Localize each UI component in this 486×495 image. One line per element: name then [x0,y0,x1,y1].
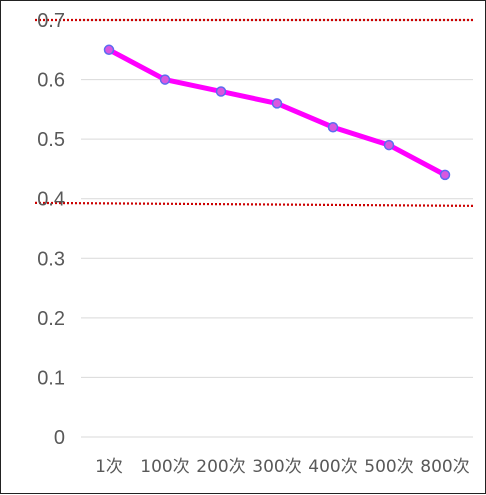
data-point [271,98,283,109]
y-tick-label: 0 [54,427,65,449]
y-tick-label: 0.7 [37,10,65,32]
reference-line [34,201,474,207]
x-category-label: 200次 [196,457,245,477]
data-point [159,74,171,85]
x-category-label: 500次 [364,457,413,477]
series-layer [103,44,451,181]
y-tick-label: 0.2 [37,308,65,330]
series-line [106,47,448,178]
y-tick-label: 0.3 [37,248,65,270]
x-category-label: 1次 [95,457,123,477]
x-category-label: 100次 [140,457,189,477]
x-category-label: 300次 [252,457,301,477]
x-category-label: 800次 [420,457,469,477]
reference-lines [34,18,474,207]
x-axis-categories: 1次 100次 200次 300次 400次 500次 800次 [95,457,470,477]
data-point [327,121,339,133]
data-point [215,86,227,97]
y-tick-label: 0.5 [37,129,65,151]
y-tick-label: 0.1 [37,367,65,389]
data-point [103,44,115,56]
x-category-label: 400次 [308,457,357,477]
gridlines [81,19,473,438]
y-tick-label: 0.6 [37,70,65,92]
data-point [383,139,395,151]
y-axis-ticks: 0 0.1 0.2 0.3 0.4 0.5 0.6 0.7 [37,10,65,449]
y-tick-label: 0.4 [37,189,65,211]
data-point [439,169,451,181]
